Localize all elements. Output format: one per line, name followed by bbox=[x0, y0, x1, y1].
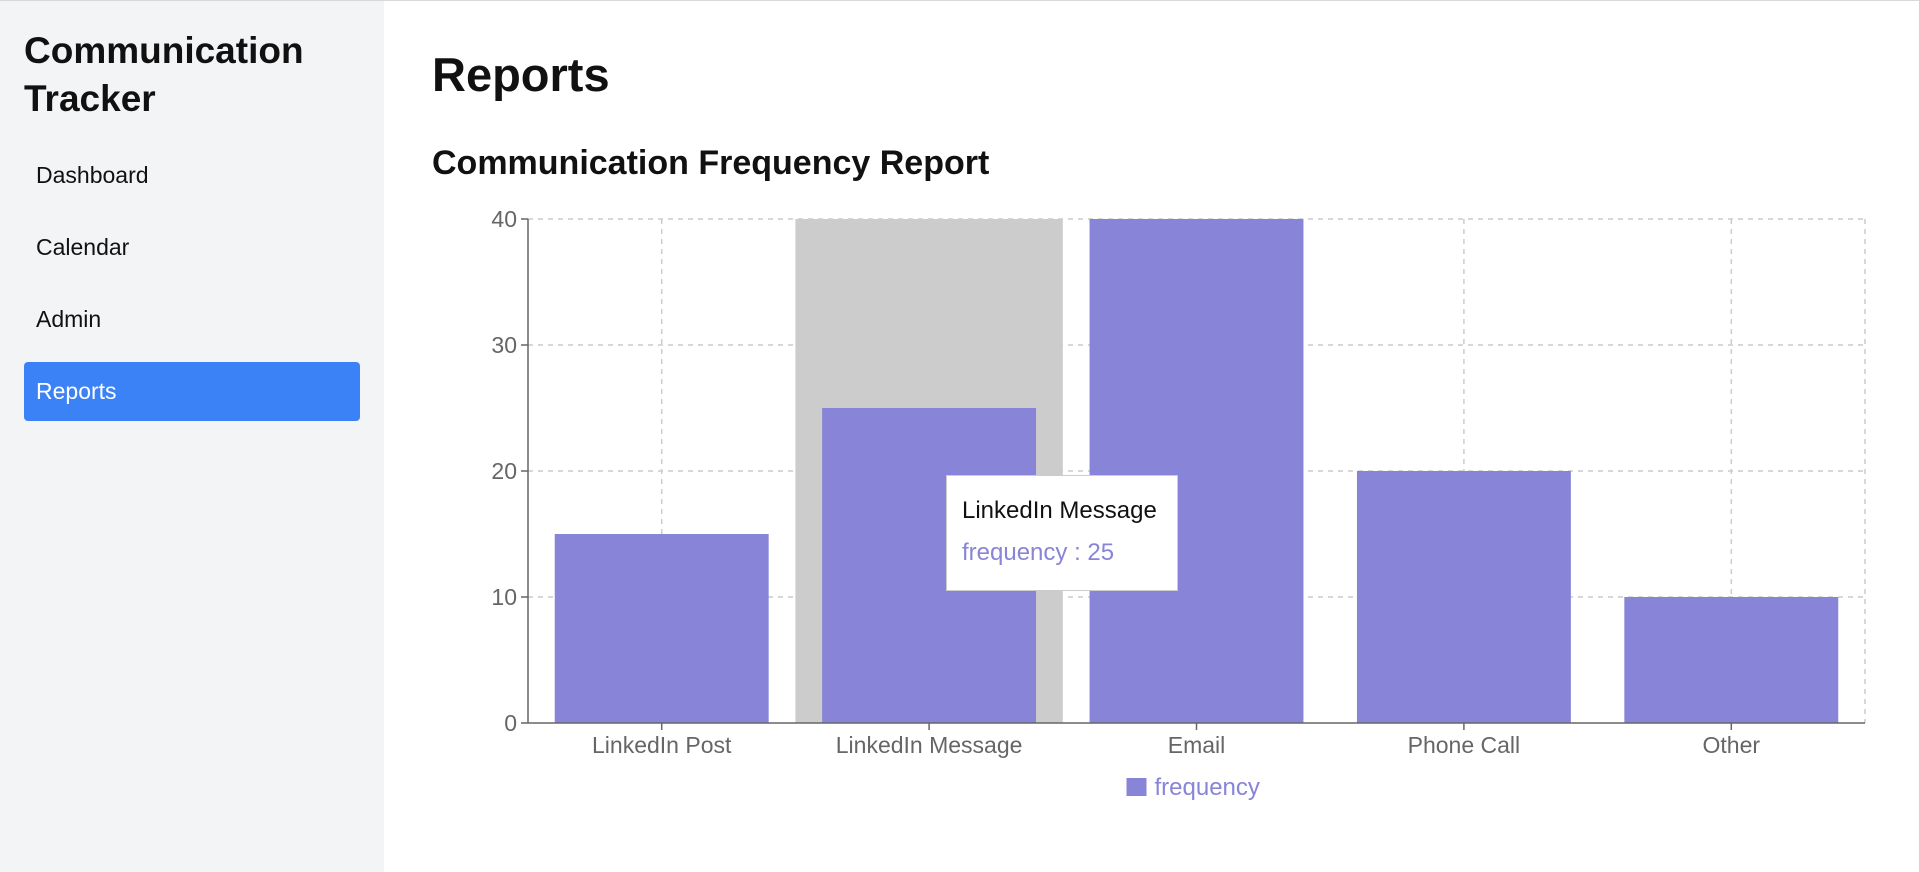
y-tick-label: 30 bbox=[491, 332, 517, 358]
x-tick-label: Other bbox=[1703, 732, 1761, 758]
frequency-chart: 0 10 20 30 40 LinkedIn Post LinkedIn Message Em… bbox=[384, 1, 1919, 872]
x-tick-label: Phone Call bbox=[1408, 732, 1521, 758]
legend-swatch bbox=[1126, 778, 1147, 796]
y-tick-label: 0 bbox=[504, 710, 517, 736]
sidebar-item-dashboard[interactable]: Dashboard bbox=[36, 162, 149, 188]
frequency-chart-svg: 0 10 20 30 40 LinkedIn Post LinkedIn Message Em… bbox=[491, 206, 1866, 801]
bar-linkedin-post bbox=[554, 534, 769, 723]
tooltip-value: 25 bbox=[1087, 539, 1115, 566]
bar-phone-call bbox=[1356, 471, 1571, 723]
y-tick-label: 40 bbox=[491, 206, 517, 232]
x-tick-label: Email bbox=[1168, 732, 1226, 758]
tooltip-category: LinkedIn Message bbox=[962, 497, 1157, 524]
sidebar-nav: Dashboard Calendar Admin Reports bbox=[24, 146, 360, 434]
app-title: Communication Tracker bbox=[24, 30, 304, 119]
x-tick-label: LinkedIn Message bbox=[836, 732, 1023, 758]
chart-tooltip: LinkedIn Message frequency : 25 bbox=[946, 475, 1178, 591]
x-tick-label: LinkedIn Post bbox=[592, 732, 732, 758]
legend-label: frequency bbox=[1155, 774, 1260, 801]
y-tick-label: 20 bbox=[491, 458, 517, 484]
bar-other bbox=[1624, 597, 1839, 723]
tooltip-separator: : bbox=[1067, 539, 1088, 566]
tooltip-value-row: frequency : 25 bbox=[962, 538, 1162, 568]
tooltip-series-name: frequency bbox=[962, 539, 1068, 566]
sidebar-item-calendar[interactable]: Calendar bbox=[36, 234, 130, 260]
sidebar-item-admin[interactable]: Admin bbox=[36, 306, 102, 332]
bar-email bbox=[1089, 219, 1304, 723]
y-tick-label: 10 bbox=[491, 584, 517, 610]
sidebar: Communication Tracker Dashboard Calendar… bbox=[0, 1, 384, 872]
chart-section-title: Communication Frequency Report bbox=[432, 144, 990, 182]
sidebar-item-reports[interactable]: Reports bbox=[24, 362, 360, 421]
main-content: Reports Communication Frequency Report 0… bbox=[384, 1, 1919, 872]
page-title: Reports bbox=[432, 48, 610, 101]
